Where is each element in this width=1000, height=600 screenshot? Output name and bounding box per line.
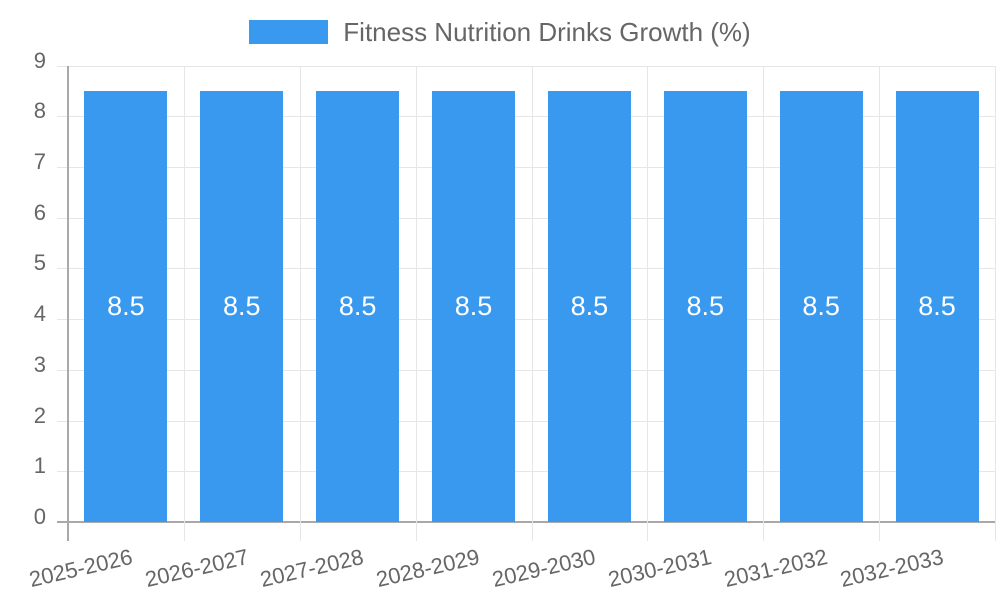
legend-label: Fitness Nutrition Drinks Growth (%) bbox=[343, 17, 751, 47]
bar-value-label: 8.5 bbox=[107, 290, 145, 321]
gridline-vertical bbox=[646, 65, 648, 541]
bar-value-label: 8.5 bbox=[802, 290, 840, 321]
gridline-horizontal bbox=[57, 420, 995, 422]
gridline-vertical bbox=[878, 65, 880, 541]
x-tick-label: 2031-2032 bbox=[721, 544, 830, 593]
gridline-vertical bbox=[531, 65, 533, 541]
bar-2027-2028[interactable]: 8.5 bbox=[316, 90, 400, 522]
y-tick-label: 6 bbox=[33, 199, 46, 225]
bar-2026-2027[interactable]: 8.5 bbox=[200, 90, 284, 522]
gridline-vertical bbox=[994, 65, 996, 541]
x-tick-label: 2026-2027 bbox=[142, 544, 251, 593]
gridline-horizontal bbox=[57, 318, 995, 320]
y-tick-label: 7 bbox=[33, 148, 46, 174]
bar-2031-2032[interactable]: 8.5 bbox=[779, 90, 863, 522]
x-tick-label: 2032-2033 bbox=[837, 544, 946, 593]
y-tick-label: 5 bbox=[33, 250, 46, 276]
y-tick-label: 3 bbox=[33, 351, 46, 377]
bar-value-label: 8.5 bbox=[454, 290, 493, 321]
bar-value-label: 8.5 bbox=[686, 290, 725, 321]
bar-2032-2033[interactable]: 8.5 bbox=[895, 90, 979, 522]
gridline-vertical bbox=[299, 65, 301, 541]
x-tick-label: 2025-2026 bbox=[26, 544, 135, 593]
gridline-vertical bbox=[762, 65, 764, 541]
x-tick-label: 2029-2030 bbox=[489, 544, 599, 593]
bar-value-label: 8.5 bbox=[338, 290, 377, 321]
gridline-vertical bbox=[415, 65, 417, 541]
x-tick-label: 2027-2028 bbox=[258, 544, 367, 593]
y-tick-label: 2 bbox=[33, 402, 46, 428]
bar-value-label: 8.5 bbox=[570, 290, 609, 321]
y-tick-label: 9 bbox=[33, 47, 46, 73]
x-axis-line bbox=[57, 521, 995, 523]
gridline-vertical bbox=[183, 65, 185, 541]
y-tick-label: 0 bbox=[33, 504, 46, 529]
bar-value-label: 8.5 bbox=[918, 290, 956, 321]
y-tick-label: 1 bbox=[33, 453, 46, 479]
gridline-horizontal bbox=[57, 217, 995, 219]
y-tick-label: 8 bbox=[33, 98, 46, 124]
x-tick-label: 2028-2029 bbox=[374, 544, 483, 593]
y-tick-label: 4 bbox=[33, 301, 46, 327]
gridline-horizontal bbox=[57, 267, 995, 269]
legend-swatch bbox=[249, 20, 329, 44]
bar-value-label: 8.5 bbox=[223, 290, 261, 321]
legend-item[interactable]: Fitness Nutrition Drinks Growth (%) bbox=[0, 18, 1000, 46]
bar-2030-2031[interactable]: 8.5 bbox=[663, 90, 747, 522]
bar-2025-2026[interactable]: 8.5 bbox=[84, 90, 168, 522]
gridline-horizontal bbox=[57, 369, 995, 371]
gridline-horizontal bbox=[57, 166, 995, 168]
gridline-horizontal bbox=[57, 65, 995, 67]
y-axis-line bbox=[67, 65, 69, 541]
gridline-horizontal bbox=[57, 470, 995, 472]
bar-2028-2029[interactable]: 8.5 bbox=[432, 90, 516, 522]
gridline-horizontal bbox=[57, 115, 995, 117]
bar-2029-2030[interactable]: 8.5 bbox=[547, 90, 631, 522]
x-tick-label: 2030-2031 bbox=[605, 544, 714, 593]
